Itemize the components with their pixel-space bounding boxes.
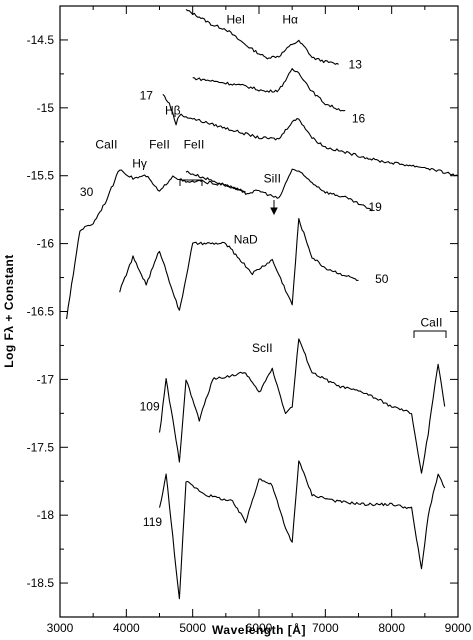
series-label-13: 13 bbox=[349, 57, 363, 71]
x-tick-label: 9000 bbox=[445, 621, 472, 635]
annotation-feii: FeII bbox=[149, 137, 170, 151]
annotation-hα: Hα bbox=[282, 13, 298, 27]
feii-bracket bbox=[179, 179, 203, 186]
spectrum-109 bbox=[158, 338, 446, 474]
x-tick-labels: 3000 4000 5000 6000 7000 8000 9000 bbox=[47, 621, 472, 635]
spectrum-50 bbox=[119, 217, 359, 311]
plot-frame bbox=[59, 5, 459, 618]
annotation-scii: ScII bbox=[252, 341, 273, 355]
annotation-feii: FeII bbox=[184, 137, 205, 151]
y-tick-label: -16 bbox=[37, 237, 55, 251]
series-label-30: 30 bbox=[80, 185, 94, 199]
spectrum-30 bbox=[66, 169, 246, 320]
series-label-17: 17 bbox=[140, 89, 154, 103]
annotation-hβ: Hβ bbox=[165, 104, 181, 118]
spectrum-119 bbox=[158, 460, 446, 600]
series-labels: 13 16 17 19 30 50 109 119 bbox=[80, 57, 389, 529]
series-label-109: 109 bbox=[140, 400, 160, 414]
annotation-hei: HeI bbox=[226, 13, 245, 27]
x-tick-label: 7000 bbox=[312, 621, 339, 635]
y-tick-label: -18 bbox=[37, 508, 55, 522]
y-tick-label: -17 bbox=[37, 372, 55, 386]
x-tick-label: 3000 bbox=[47, 621, 74, 635]
annotation-hγ: Hγ bbox=[132, 157, 147, 171]
y-tick-label: -15 bbox=[37, 101, 55, 115]
spectrum-16 bbox=[192, 68, 346, 112]
x-tick-label: 5000 bbox=[179, 621, 206, 635]
sii-arrow bbox=[270, 200, 278, 216]
spectrum-13 bbox=[185, 8, 339, 65]
x-axis-title: Wavelength [Å] bbox=[212, 622, 306, 637]
series-label-16: 16 bbox=[352, 112, 366, 126]
annotation-caii: CaII bbox=[95, 137, 117, 151]
x-tick-label: 8000 bbox=[378, 621, 405, 635]
spectrum-17 bbox=[162, 93, 459, 177]
x-tick-label: 4000 bbox=[113, 621, 140, 635]
axis-ticks bbox=[59, 5, 459, 618]
y-tick-label: -14.5 bbox=[27, 33, 55, 47]
annotation-siii: SiII bbox=[264, 171, 281, 185]
y-tick-label: -17.5 bbox=[27, 440, 55, 454]
x-tick-label: 6000 bbox=[246, 621, 273, 635]
series-label-19: 19 bbox=[368, 200, 382, 214]
annotation-caii: CaII bbox=[420, 315, 442, 329]
spectra-series bbox=[66, 8, 459, 600]
y-tick-label: -15.5 bbox=[27, 169, 55, 183]
y-axis-title: Log Fλ + Constant bbox=[2, 254, 16, 368]
y-tick-label: -18.5 bbox=[27, 576, 55, 590]
y-tick-label: -16.5 bbox=[27, 305, 55, 319]
series-label-50: 50 bbox=[375, 272, 389, 286]
series-label-119: 119 bbox=[143, 515, 162, 529]
y-tick-labels: -14.5 -15 -15.5 -16 -16.5 -17 -17.5 -18 -18.5 bbox=[27, 33, 55, 590]
caii-bracket bbox=[413, 330, 447, 338]
annotation-nad: NaD bbox=[234, 233, 258, 247]
spectrum-19 bbox=[185, 168, 373, 212]
